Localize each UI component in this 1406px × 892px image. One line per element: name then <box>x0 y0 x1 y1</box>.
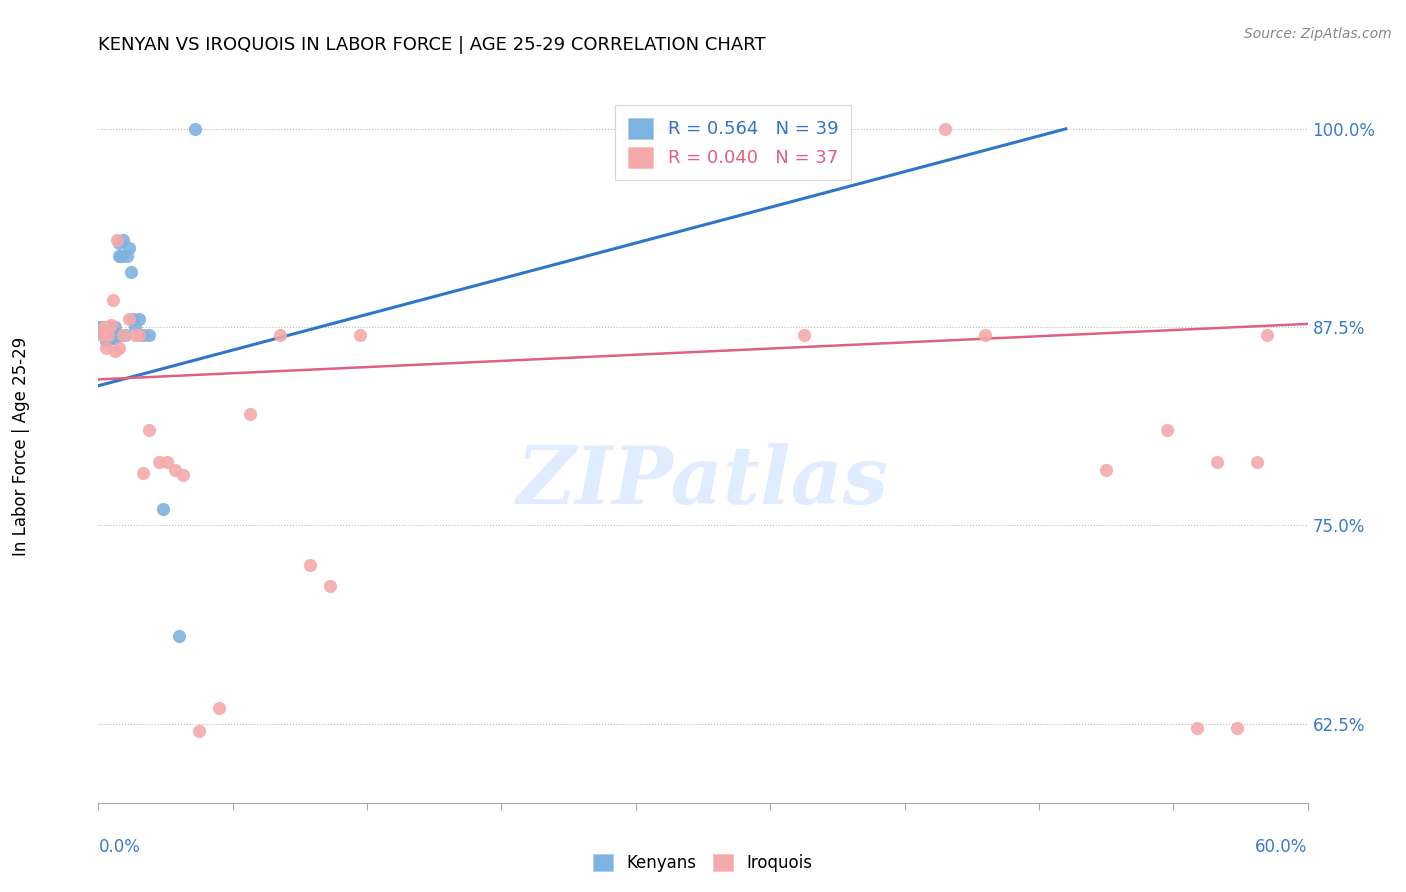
Point <box>107 341 129 355</box>
Point <box>124 328 146 343</box>
Point <box>188 724 211 739</box>
Point <box>934 121 956 136</box>
Point <box>156 455 179 469</box>
Point <box>111 233 134 247</box>
Point <box>101 331 124 345</box>
Point <box>97 320 120 334</box>
Point <box>111 328 134 343</box>
Text: 0.0%: 0.0% <box>98 838 141 856</box>
Point <box>974 328 997 343</box>
Point <box>107 235 129 250</box>
Point <box>101 328 124 343</box>
Point <box>239 407 262 421</box>
Point <box>96 328 118 343</box>
Point <box>110 249 132 263</box>
Point <box>269 328 291 343</box>
Point <box>100 331 122 345</box>
Point <box>120 264 142 278</box>
Point <box>184 121 207 136</box>
Text: Source: ZipAtlas.com: Source: ZipAtlas.com <box>1244 27 1392 41</box>
Point <box>97 325 120 339</box>
Point <box>100 318 122 333</box>
Point <box>93 328 115 343</box>
Point <box>93 320 115 334</box>
Point <box>319 578 342 592</box>
Point <box>1206 455 1229 469</box>
Point <box>103 328 125 343</box>
Point <box>1246 455 1268 469</box>
Point <box>1185 721 1208 735</box>
Text: 60.0%: 60.0% <box>1256 838 1308 856</box>
Point <box>100 325 122 339</box>
Point <box>128 312 150 326</box>
Point <box>148 455 170 469</box>
Point <box>91 325 114 339</box>
Text: In Labor Force | Age 25-29: In Labor Force | Age 25-29 <box>13 336 30 556</box>
Point <box>103 343 125 358</box>
Text: KENYAN VS IROQUOIS IN LABOR FORCE | AGE 25-29 CORRELATION CHART: KENYAN VS IROQUOIS IN LABOR FORCE | AGE … <box>98 36 766 54</box>
Point <box>89 320 111 334</box>
Point <box>349 328 371 343</box>
Point <box>1156 423 1178 437</box>
Point <box>96 334 118 349</box>
Point <box>91 320 114 334</box>
Point <box>105 328 128 343</box>
Point <box>152 502 174 516</box>
Point <box>167 629 190 643</box>
Point <box>97 331 120 345</box>
Point <box>100 320 122 334</box>
Point <box>91 328 114 343</box>
Point <box>97 328 120 343</box>
Point <box>138 423 160 437</box>
Point <box>93 320 115 334</box>
Point <box>118 312 141 326</box>
Point <box>138 328 160 343</box>
Point <box>103 331 125 345</box>
Point <box>208 700 231 714</box>
Point <box>105 233 128 247</box>
Point <box>128 328 150 343</box>
Point <box>299 558 322 572</box>
Point <box>121 312 143 326</box>
Point <box>793 328 815 343</box>
Point <box>101 325 124 339</box>
Point <box>1256 328 1278 343</box>
Point <box>124 320 146 334</box>
Point <box>132 466 155 480</box>
Point <box>132 328 155 343</box>
Point <box>97 328 120 343</box>
Point <box>103 320 125 334</box>
Point <box>115 249 138 263</box>
Point <box>163 463 186 477</box>
Legend: Kenyans, Iroquois: Kenyans, Iroquois <box>585 846 821 880</box>
Point <box>101 293 124 307</box>
Point <box>107 249 129 263</box>
Point <box>661 121 683 136</box>
Point <box>172 467 194 482</box>
Point <box>96 341 118 355</box>
Point <box>105 329 128 343</box>
Point <box>1095 463 1118 477</box>
Point <box>118 241 141 255</box>
Point <box>1226 721 1249 735</box>
Point <box>100 328 122 343</box>
Text: ZIPatlas: ZIPatlas <box>517 443 889 520</box>
Point <box>114 328 136 343</box>
